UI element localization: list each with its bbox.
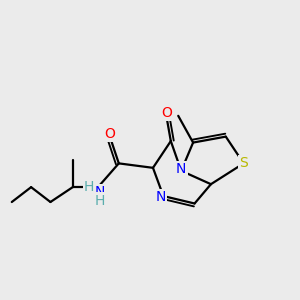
Text: N: N xyxy=(176,162,186,176)
Text: N: N xyxy=(94,184,105,199)
Text: H: H xyxy=(84,180,94,194)
Text: O: O xyxy=(104,127,115,141)
Text: S: S xyxy=(239,156,248,170)
Text: H: H xyxy=(94,194,105,208)
Text: O: O xyxy=(161,106,172,120)
Text: N: N xyxy=(155,190,166,204)
